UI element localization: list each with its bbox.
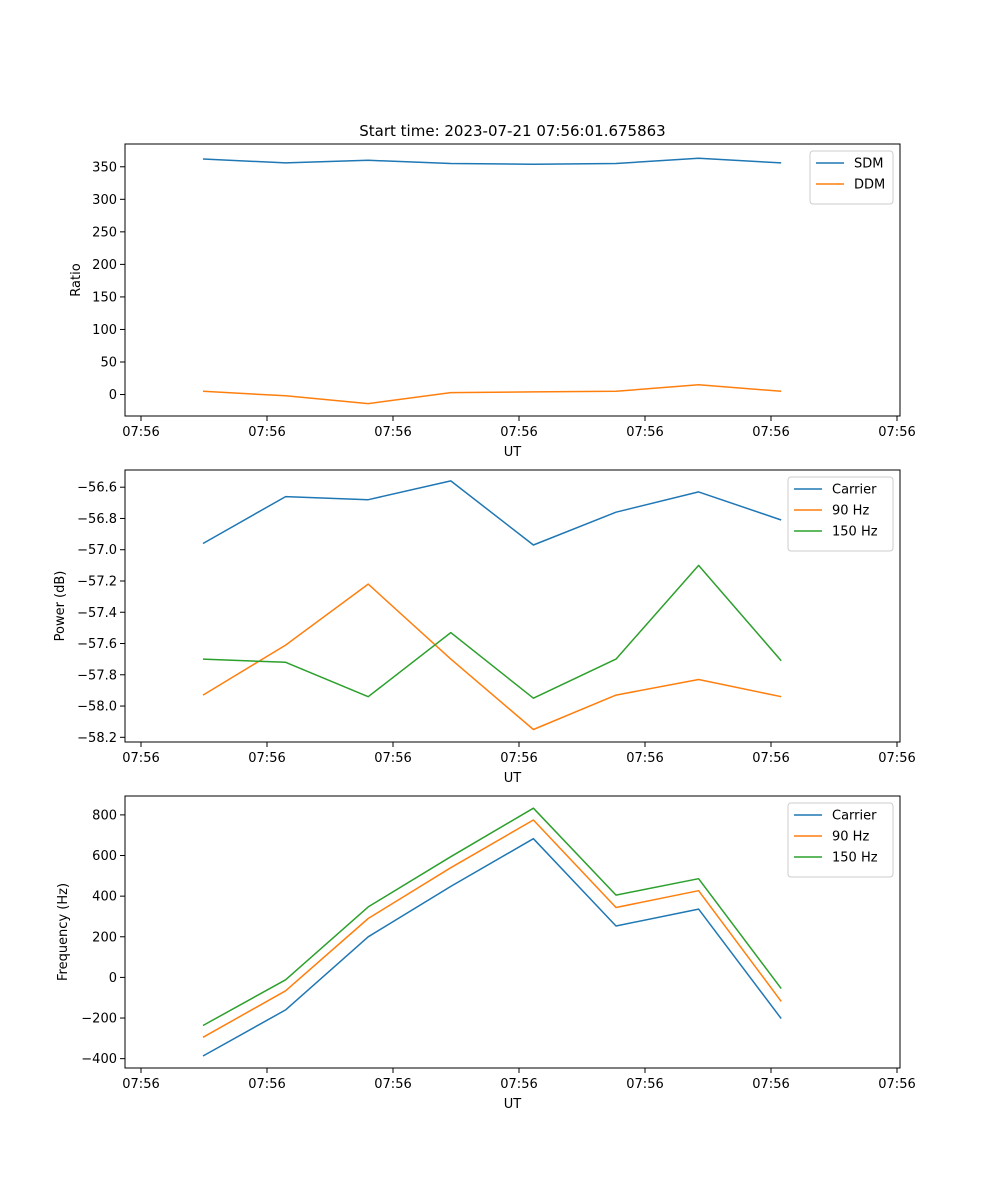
- y-tick-label: 50: [100, 355, 117, 370]
- y-tick-label: 250: [92, 225, 117, 240]
- y-tick-label: −56.6: [77, 481, 117, 496]
- y-tick-label: −57.6: [77, 637, 117, 652]
- legend-label-sdm: SDM: [854, 157, 883, 172]
- plot-frame: [124, 469, 901, 743]
- legend-label-150-hz: 150 Hz: [832, 851, 878, 866]
- y-tick-label: 0: [109, 388, 117, 403]
- x-axis-label: UT: [504, 1097, 522, 1112]
- x-tick-label: 07:56: [878, 425, 915, 440]
- series-line-90-hz: [202, 583, 782, 731]
- y-tick-label: −57.8: [77, 668, 117, 683]
- legend-label-90-hz: 90 Hz: [832, 504, 869, 519]
- x-tick-label: 07:56: [122, 1077, 159, 1092]
- y-tick-label: 400: [92, 890, 117, 905]
- power-panel: UT Power (dB) 07:56 07:56 07:56 07:56 07:56 0…: [53, 469, 916, 786]
- y-tick-label: −58.2: [77, 731, 117, 746]
- y-tick-label: 800: [92, 808, 117, 823]
- x-tick-label: 07:56: [374, 751, 411, 766]
- y-tick-label: 200: [92, 258, 117, 273]
- plot-frame: [124, 143, 901, 417]
- y-tick-label: 200: [92, 930, 117, 945]
- y-axis-label: Frequency (Hz): [56, 883, 71, 981]
- series-line-carrier: [202, 837, 782, 1057]
- plot-frame: [124, 795, 901, 1069]
- x-tick-label: 07:56: [248, 425, 285, 440]
- x-tick-label: 07:56: [626, 751, 663, 766]
- y-tick-label: 150: [92, 290, 117, 305]
- y-tick-label: 350: [92, 160, 117, 175]
- series-line-carrier: [202, 480, 782, 546]
- frequency-panel: UT Frequency (Hz) 07:56 07:56 07:56 07:56 07…: [56, 795, 916, 1112]
- legend: Carrier 90 Hz 150 Hz: [787, 802, 894, 878]
- y-tick-label: 300: [92, 193, 117, 208]
- series-line-150-hz: [202, 807, 782, 1027]
- y-tick-label: −200: [81, 1012, 117, 1027]
- legend-label-carrier: Carrier: [832, 483, 877, 498]
- x-tick-label: 07:56: [122, 751, 159, 766]
- x-tick-label: 07:56: [500, 1077, 537, 1092]
- x-tick-label: 07:56: [752, 751, 789, 766]
- legend-label-150-hz: 150 Hz: [832, 525, 878, 540]
- y-axis-label: Power (dB): [53, 571, 68, 642]
- x-axis-label: UT: [504, 771, 522, 786]
- y-tick-label: −56.8: [77, 512, 117, 527]
- x-tick-label: 07:56: [500, 751, 537, 766]
- legend-label-90-hz: 90 Hz: [832, 830, 869, 845]
- x-tick-label: 07:56: [500, 425, 537, 440]
- series-line-150-hz: [202, 564, 782, 699]
- x-axis-label: UT: [504, 445, 522, 460]
- y-tick-label: −58.0: [77, 700, 117, 715]
- y-tick-label: 100: [92, 323, 117, 338]
- x-tick-label: 07:56: [626, 1077, 663, 1092]
- x-tick-label: 07:56: [626, 425, 663, 440]
- legend: SDM DDM: [809, 150, 894, 205]
- x-tick-label: 07:56: [878, 751, 915, 766]
- x-tick-label: 07:56: [374, 1077, 411, 1092]
- series-line-90-hz: [202, 819, 782, 1038]
- x-tick-label: 07:56: [752, 1077, 789, 1092]
- y-axis-label: Ratio: [69, 263, 84, 296]
- x-tick-label: 07:56: [752, 425, 789, 440]
- y-tick-label: −57.0: [77, 543, 117, 558]
- y-tick-label: 0: [109, 971, 117, 986]
- x-tick-label: 07:56: [878, 1077, 915, 1092]
- legend-label-ddm: DDM: [854, 178, 885, 193]
- x-tick-label: 07:56: [122, 425, 159, 440]
- y-tick-label: −57.4: [77, 606, 117, 621]
- series-line-ddm: [202, 384, 782, 405]
- y-tick-label: −57.2: [77, 574, 117, 589]
- chart-title: Start time: 2023-07-21 07:56:01.675863: [359, 122, 665, 140]
- legend-box: [787, 802, 894, 878]
- x-tick-label: 07:56: [248, 1077, 285, 1092]
- series-line-sdm: [202, 157, 782, 165]
- x-tick-label: 07:56: [248, 751, 285, 766]
- legend-label-carrier: Carrier: [832, 809, 877, 824]
- legend: Carrier 90 Hz 150 Hz: [787, 476, 894, 552]
- x-tick-label: 07:56: [374, 425, 411, 440]
- legend-box: [787, 476, 894, 552]
- y-tick-label: 600: [92, 849, 117, 864]
- legend-box: [809, 150, 894, 205]
- ratio-panel: UT Ratio 07:56 07:56 07:56 07:56 07:56 07:56 0…: [69, 143, 916, 460]
- y-tick-label: −400: [81, 1052, 117, 1067]
